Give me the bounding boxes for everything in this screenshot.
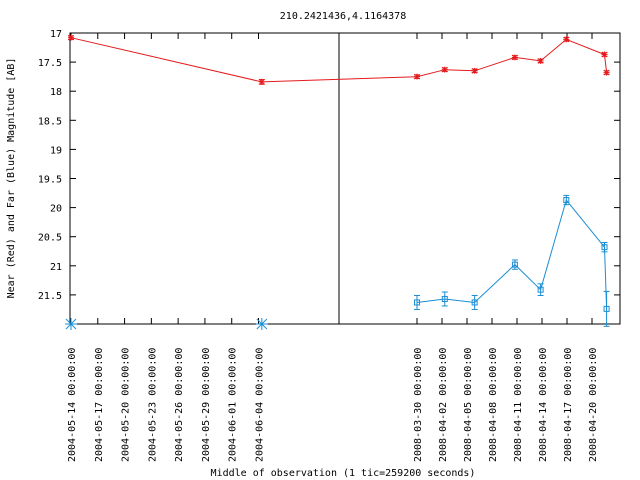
- error-bar: [537, 283, 544, 296]
- series-0-line: [70, 37, 608, 83]
- data-point: [537, 57, 544, 64]
- data-point: [258, 78, 265, 85]
- series-1-line: [416, 198, 608, 309]
- y-tick-label: 18.5: [38, 116, 62, 127]
- x-tick-label: 2008-04-14 00:00:00: [538, 348, 549, 462]
- error-bar: [603, 290, 610, 327]
- x-tick-label: 2004-05-23 00:00:00: [147, 348, 158, 462]
- data-point: [511, 261, 518, 268]
- y-axis-label: Near (Red) and Far (Blue) Magnitude [AB]: [6, 58, 17, 299]
- data-point: [471, 299, 478, 306]
- x-tick-label: 2008-04-05 00:00:00: [463, 348, 474, 462]
- y-tick-label: 19.5: [38, 175, 62, 186]
- x-tick-label: 2008-04-11 00:00:00: [513, 348, 524, 462]
- data-point: [563, 36, 570, 43]
- data-point: [511, 54, 518, 61]
- y-tick-label: 17: [50, 29, 62, 40]
- y-tick-label: 20.5: [38, 233, 62, 244]
- x-tick-label: 2004-05-14 00:00:00: [67, 348, 78, 462]
- x-tick-label: 2008-03-30 00:00:00: [413, 348, 424, 462]
- y-tick-label: 17.5: [38, 58, 62, 69]
- y-axis-ticks: 17 17.5 18 18.5 19 19.5 20 20.5 21 21.5: [38, 29, 620, 302]
- x-tick-label: 2004-05-26 00:00:00: [174, 348, 185, 462]
- series-layer: [65, 34, 610, 330]
- data-point: [68, 34, 74, 41]
- x-tick-label: 2004-06-04 00:00:00: [255, 348, 266, 462]
- y-tick-label: 18: [50, 87, 62, 98]
- plot-area-border: [69, 32, 621, 325]
- error-bar: [471, 294, 478, 310]
- data-point: [563, 197, 570, 204]
- error-bar: [511, 259, 518, 270]
- series-1: [65, 194, 610, 330]
- data-point: [414, 73, 420, 80]
- y-tick-label: 21: [50, 262, 62, 273]
- error-bar: [441, 291, 448, 307]
- x-tick-label: 2004-05-20 00:00:00: [121, 348, 132, 462]
- error-bar: [601, 242, 608, 253]
- x-tick-label: 2008-04-08 00:00:00: [488, 348, 499, 462]
- data-point: [603, 69, 610, 76]
- data-point: [441, 66, 448, 73]
- data-point: [537, 286, 544, 293]
- upper-limit-marker: [65, 318, 77, 330]
- y-tick-label: 19: [50, 145, 62, 156]
- x-tick-label: 2004-06-01 00:00:00: [228, 348, 239, 462]
- plot-frame: [69, 32, 621, 325]
- x-tick-label: 2008-04-17 00:00:00: [563, 348, 574, 462]
- chart-title: 210.2421436,4.1164378: [280, 11, 406, 22]
- series-0: [68, 34, 610, 85]
- upper-limit-marker: [255, 318, 268, 330]
- data-point: [471, 67, 478, 74]
- y-tick-label: 21.5: [38, 291, 62, 302]
- x-axis-ticks: 2004-05-14 00:00:00 2004-05-17 00:00:00 20…: [67, 33, 599, 462]
- data-point: [601, 51, 608, 58]
- y-tick-label: 20: [50, 204, 62, 215]
- error-bar: [563, 194, 570, 206]
- data-point: [414, 299, 420, 306]
- x-axis-label: Middle of observation (1 tic=259200 seco…: [211, 468, 476, 479]
- x-tick-label: 2004-05-29 00:00:00: [201, 348, 212, 462]
- x-tick-label: 2008-04-02 00:00:00: [438, 348, 449, 462]
- x-tick-label: 2004-05-17 00:00:00: [94, 348, 105, 462]
- data-point: [603, 305, 610, 312]
- data-point: [441, 295, 448, 302]
- error-bar: [414, 294, 420, 310]
- data-point: [601, 244, 608, 251]
- x-tick-label: 2008-04-20 00:00:00: [588, 348, 599, 462]
